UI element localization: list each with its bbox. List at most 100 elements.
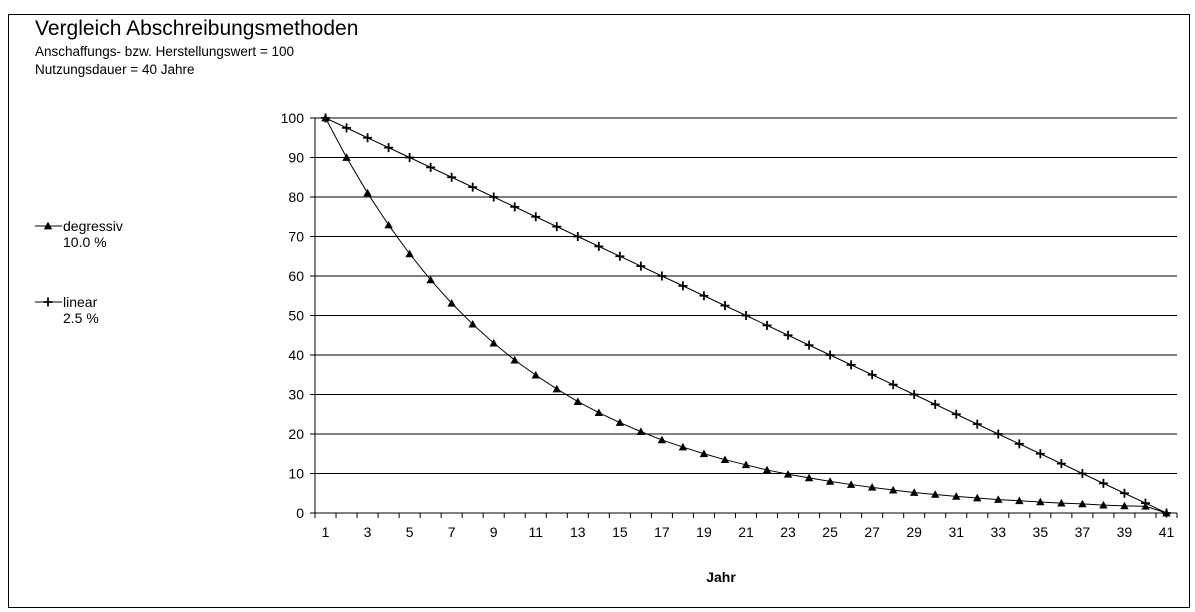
series-linear (321, 113, 1171, 518)
x-tick-label: 5 (406, 524, 414, 540)
data-point (426, 162, 436, 172)
data-point (594, 408, 604, 417)
data-point (1161, 508, 1171, 518)
data-point (762, 320, 772, 330)
x-tick-label: 41 (1159, 524, 1175, 540)
x-tick-label: 23 (780, 524, 796, 540)
data-point (973, 493, 982, 502)
data-point (594, 241, 604, 251)
data-point (741, 460, 751, 469)
data-point (1119, 488, 1129, 498)
data-point (888, 380, 898, 390)
legend-label: linear (63, 294, 98, 310)
data-point (1057, 498, 1066, 507)
data-point (405, 153, 415, 162)
data-point (993, 429, 1003, 439)
x-axis-tick-labels: 1 3 5 7 9 11 13 15 17 19 21 23 25 27 29 31 33 35 37 39 41 (322, 524, 1175, 540)
x-tick-label: 39 (1117, 524, 1133, 540)
y-tick-label: 60 (288, 268, 304, 284)
data-point (447, 299, 456, 307)
data-point (1098, 478, 1108, 488)
legend-rate: 2.5 % (63, 310, 99, 326)
data-point (1014, 439, 1024, 449)
data-point (468, 182, 478, 192)
data-point (909, 488, 919, 496)
data-point (573, 232, 583, 241)
data-point (1099, 500, 1108, 509)
data-point (1077, 469, 1087, 478)
data-point (342, 123, 352, 133)
y-tick-label: 90 (288, 150, 304, 166)
data-point (888, 485, 898, 494)
x-tick-label: 29 (906, 524, 922, 540)
data-point (573, 397, 583, 405)
data-point (846, 360, 856, 370)
data-point (552, 222, 562, 232)
data-point (384, 220, 393, 229)
x-tick-label: 13 (570, 524, 586, 540)
data-point (342, 153, 351, 161)
chart-subtitle-cost: Anschaffungs- bzw. Herstellungswert = 10… (35, 44, 295, 59)
x-tick-label: 7 (448, 524, 456, 540)
data-point (510, 355, 519, 364)
data-point (994, 495, 1003, 503)
x-axis-label: Jahr (706, 569, 736, 585)
data-point (699, 449, 709, 458)
data-point (1035, 449, 1045, 459)
data-point (531, 370, 540, 379)
y-tick-label: 50 (288, 308, 304, 324)
data-point (489, 192, 499, 202)
data-point (1056, 459, 1066, 469)
data-point (43, 221, 53, 230)
legend-rate: 10.0 % (63, 234, 107, 250)
y-tick-label: 20 (288, 426, 304, 442)
y-tick-label: 80 (288, 189, 304, 205)
x-tick-label: 3 (364, 524, 372, 540)
data-point (762, 465, 772, 474)
data-point (930, 399, 940, 409)
y-tick-label: 40 (288, 347, 304, 363)
data-point (1036, 497, 1045, 506)
x-tick-label: 9 (490, 524, 498, 540)
data-point (825, 350, 835, 360)
data-point (468, 319, 477, 328)
data-point (531, 212, 541, 222)
data-point (405, 249, 414, 258)
data-point (951, 409, 961, 419)
data-point (384, 143, 394, 153)
data-point (783, 470, 793, 478)
data-point (1140, 498, 1150, 508)
data-point (931, 490, 940, 498)
data-point (825, 477, 835, 485)
data-point (657, 435, 667, 444)
data-point (867, 370, 877, 380)
data-point (363, 133, 373, 143)
data-point (846, 480, 856, 488)
y-tick-label: 70 (288, 229, 304, 245)
x-tick-label: 37 (1075, 524, 1091, 540)
x-tick-label: 15 (612, 524, 628, 540)
series-degressiv (321, 113, 1171, 517)
data-point (552, 384, 561, 393)
data-point (1120, 501, 1129, 510)
data-point (1078, 499, 1087, 508)
x-tick-label: 11 (528, 524, 543, 540)
x-tick-label: 33 (991, 524, 1007, 540)
data-point (657, 271, 667, 281)
data-point (447, 172, 457, 182)
x-tick-label: 19 (696, 524, 712, 540)
y-tick-label: 0 (296, 505, 304, 521)
data-point (972, 419, 982, 429)
data-point (489, 338, 498, 347)
data-point (636, 427, 646, 435)
data-point (510, 202, 520, 212)
data-point (615, 418, 625, 426)
data-point (43, 297, 53, 307)
x-tick-label: 21 (738, 524, 754, 540)
x-tick-label: 35 (1033, 524, 1049, 540)
y-tick-label: 30 (288, 387, 304, 403)
y-tick-label: 100 (281, 110, 305, 126)
